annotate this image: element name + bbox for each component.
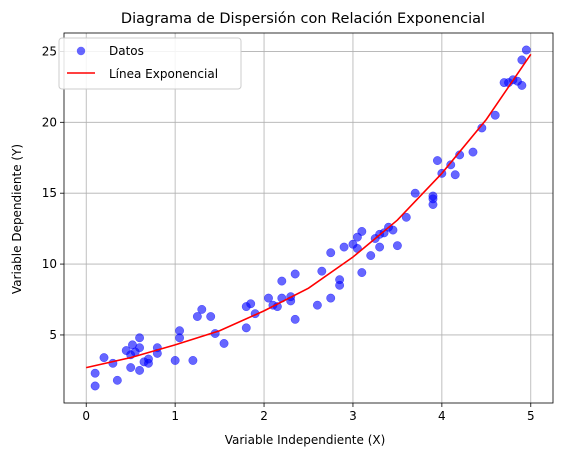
y-tick-label: 20 <box>42 115 57 129</box>
exponential-line <box>86 53 532 369</box>
data-point <box>317 266 327 276</box>
data-point <box>175 326 185 336</box>
data-point <box>375 242 385 252</box>
data-point <box>326 293 336 303</box>
y-tick-label: 5 <box>49 328 57 342</box>
legend-label-datos: Datos <box>109 44 144 58</box>
data-point <box>135 333 145 343</box>
data-point <box>446 160 456 170</box>
data-point <box>468 147 478 157</box>
data-point <box>335 280 345 290</box>
legend-box <box>58 37 242 90</box>
data-point <box>192 312 202 321</box>
data-point <box>219 339 229 348</box>
data-point <box>410 188 420 198</box>
data-point <box>197 304 207 314</box>
y-axis-label: Variable Dependiente (Y) <box>10 144 24 294</box>
chart-title: Diagrama de Dispersión con Relación Expo… <box>121 11 485 27</box>
data-point <box>277 276 287 286</box>
data-point <box>450 170 460 180</box>
data-point <box>90 368 100 378</box>
data-point <box>357 268 367 278</box>
data-point <box>290 269 300 279</box>
y-tick-label: 25 <box>42 44 57 58</box>
data-point <box>366 251 376 261</box>
data-point <box>357 227 367 236</box>
data-point <box>428 194 438 204</box>
x-tick-label: 4 <box>438 409 446 423</box>
data-point <box>126 363 136 373</box>
x-tick-label: 3 <box>349 409 357 423</box>
data-point <box>392 241 402 251</box>
data-point <box>290 314 300 324</box>
data-point <box>339 242 349 252</box>
data-point <box>388 225 398 235</box>
data-point <box>90 381 100 391</box>
data-point <box>135 343 145 353</box>
data-point <box>312 300 322 310</box>
data-point <box>188 356 198 365</box>
data-point <box>241 323 251 333</box>
x-tick-label: 1 <box>171 409 179 423</box>
legend-label-exponencial: Línea Exponencial <box>109 67 218 81</box>
data-point <box>432 156 442 166</box>
data-point <box>490 110 500 120</box>
data-point <box>112 375 122 385</box>
data-point <box>264 293 273 303</box>
tick-labels: 0 1 2 3 4 5 5 10 15 20 25 <box>42 44 535 423</box>
data-point <box>246 299 256 309</box>
legend-marker-datos <box>76 46 86 56</box>
data-point <box>144 354 153 364</box>
data-point <box>326 248 336 258</box>
data-point <box>517 81 527 90</box>
x-tick-label: 5 <box>527 409 535 423</box>
data-point <box>206 312 216 321</box>
legend: Datos Línea Exponencial <box>58 37 242 90</box>
data-point <box>135 365 145 375</box>
grid-lines <box>64 33 553 403</box>
plot-frame <box>63 32 554 404</box>
data-point <box>99 353 109 363</box>
data-point <box>521 45 531 55</box>
data-point <box>170 356 180 365</box>
x-tick-label: 2 <box>260 409 268 423</box>
plot-area <box>86 45 532 391</box>
x-axis-label: Variable Independiente (X) <box>225 433 386 447</box>
x-tick-label: 0 <box>82 409 90 423</box>
y-tick-label: 15 <box>42 186 57 200</box>
y-tick-label: 10 <box>42 257 57 271</box>
data-point <box>401 212 411 222</box>
